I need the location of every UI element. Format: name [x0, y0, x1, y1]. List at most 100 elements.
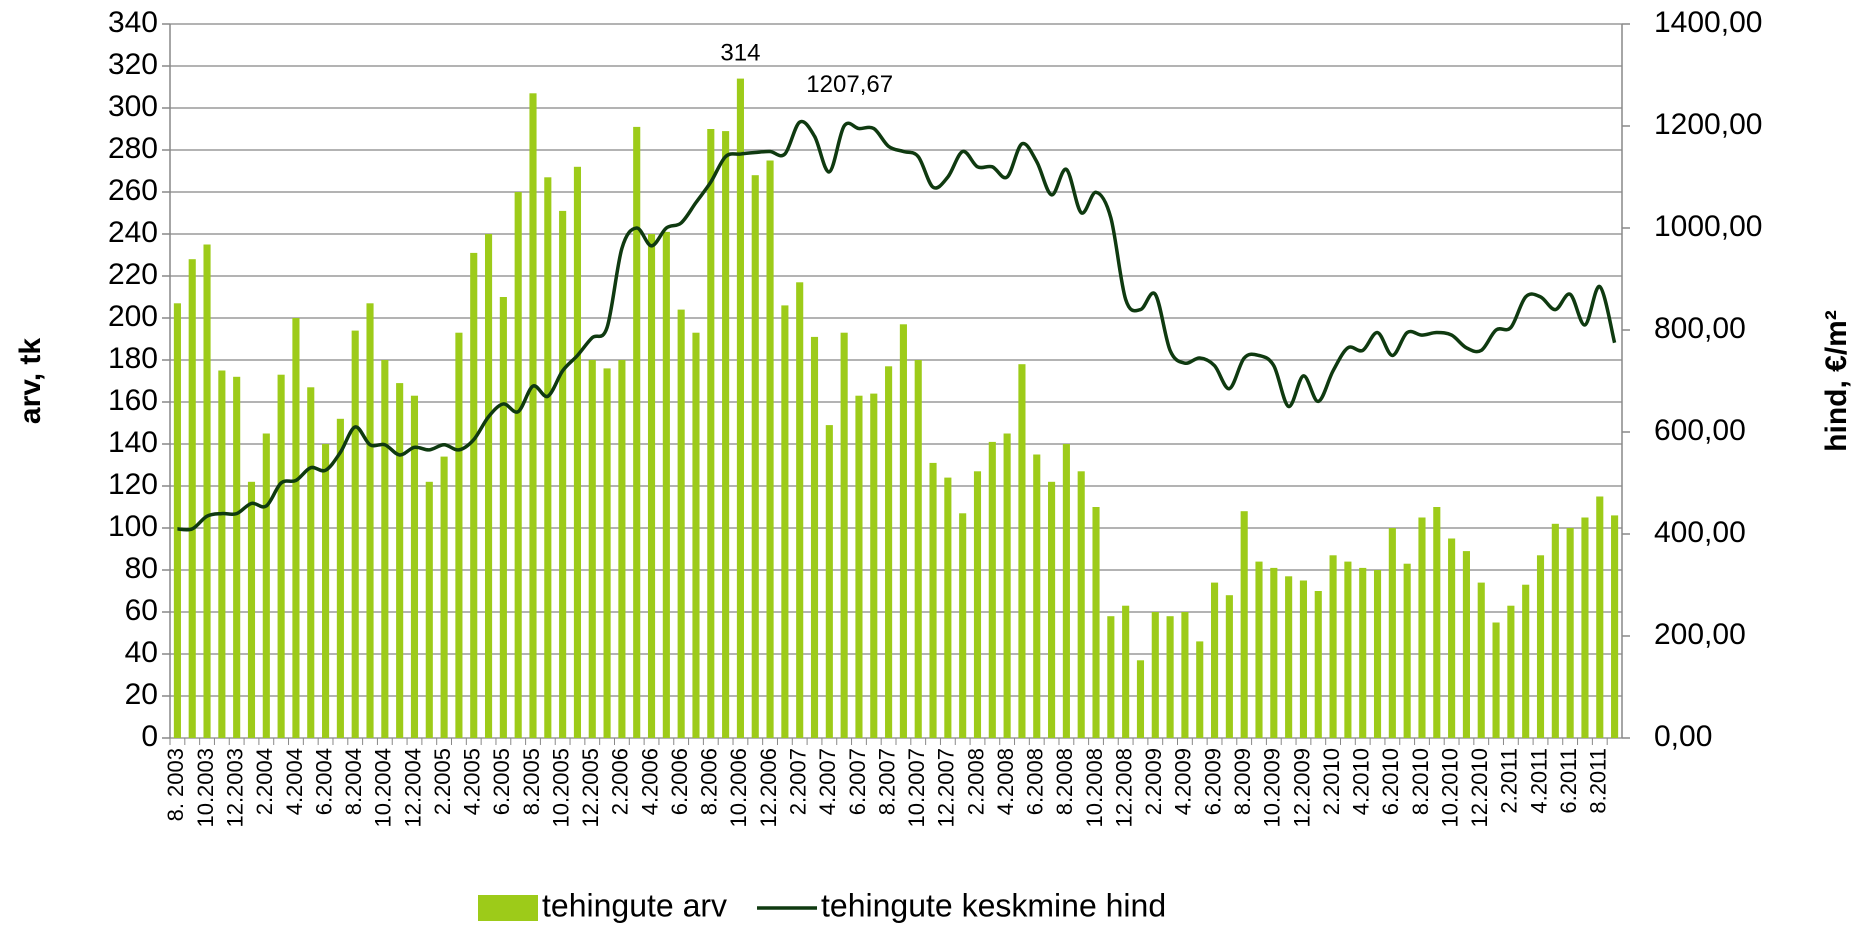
bar	[292, 318, 300, 738]
bar	[1373, 570, 1382, 738]
bar	[1522, 584, 1530, 738]
bar	[381, 360, 389, 738]
y-tick-label: 280	[108, 132, 158, 165]
bar	[351, 330, 359, 738]
bar	[944, 477, 952, 738]
bar	[1536, 555, 1545, 738]
bar	[1136, 660, 1145, 738]
bar	[633, 126, 641, 738]
bar	[262, 433, 270, 738]
y-tick-label: 120	[108, 468, 158, 501]
bar	[188, 259, 196, 738]
bar	[662, 231, 670, 738]
bar	[1596, 496, 1604, 738]
x-tick-label: 4.2009	[1171, 748, 1196, 815]
x-tick-label: 2.2005	[430, 748, 455, 815]
bar	[722, 131, 730, 739]
bar	[1077, 471, 1085, 738]
y2-tick-label: 400,00	[1654, 516, 1746, 549]
bar	[218, 370, 226, 738]
bar	[1314, 591, 1322, 738]
x-tick-label: 6.2011	[1556, 748, 1581, 814]
bar	[233, 376, 241, 738]
bar	[1018, 364, 1026, 738]
x-tick-label: 12.2005	[578, 748, 603, 828]
y2-tick-label: 800,00	[1654, 312, 1746, 345]
bar	[1329, 555, 1337, 738]
x-tick-label: 4.2007	[815, 748, 840, 815]
y2-tick-label: 1000,00	[1654, 210, 1762, 243]
x-tick-label: 4.2010	[1349, 748, 1374, 815]
bar	[307, 387, 315, 738]
x-tick-label: 4.2011	[1526, 748, 1551, 814]
bar	[1062, 444, 1070, 738]
line	[177, 119, 1617, 532]
legend-label: tehingute keskmine hind	[821, 887, 1166, 923]
bar	[1418, 517, 1426, 738]
bar	[647, 234, 656, 738]
bar	[484, 234, 493, 738]
y-tick-label: 300	[108, 90, 158, 123]
bar	[1359, 567, 1367, 738]
bar	[618, 360, 626, 738]
bar	[1611, 515, 1619, 738]
x-tick-label: 2.2011	[1497, 748, 1522, 814]
x-tick-label: 2.2010	[1319, 748, 1344, 815]
y-tick-label: 40	[125, 636, 158, 669]
x-tick-label: 8.2005	[519, 748, 544, 815]
x-tick-label: 8.2011	[1586, 748, 1611, 814]
y-tick-label: 140	[108, 426, 158, 459]
bar	[499, 297, 507, 738]
bar	[1566, 528, 1574, 738]
bar	[603, 368, 611, 738]
x-tick-label: 8.2007	[874, 748, 899, 815]
bar	[440, 456, 448, 738]
bar	[959, 513, 967, 738]
bar	[751, 175, 759, 738]
bar	[336, 418, 344, 738]
bar	[1225, 595, 1233, 738]
y-tick-label: 100	[108, 510, 158, 543]
bar	[1285, 576, 1293, 738]
bar	[885, 366, 893, 738]
data-label: 1207,67	[806, 71, 893, 98]
bar	[988, 441, 996, 738]
y-tick-label: 20	[125, 678, 158, 711]
bar	[1581, 517, 1589, 738]
y-tick-label: 260	[108, 174, 158, 207]
bar	[677, 309, 685, 738]
x-tick-label: 2.2007	[786, 748, 811, 815]
x-tick-label: 6.2005	[489, 748, 514, 815]
legend-swatch	[478, 895, 538, 921]
x-tick-label: 4.2005	[460, 748, 485, 815]
y-tick-label: 220	[108, 258, 158, 291]
bar	[396, 383, 404, 738]
bar	[1388, 528, 1396, 738]
y-tick-label: 80	[125, 552, 158, 585]
x-tick-label: 8.2006	[697, 748, 722, 815]
bar	[410, 395, 419, 738]
x-tick-label: 10.2004	[371, 748, 396, 828]
bar	[1433, 507, 1441, 738]
x-tick-label: 12.2010	[1467, 748, 1492, 828]
bar	[707, 129, 715, 738]
y-tick-label: 340	[108, 6, 158, 39]
bar	[810, 336, 819, 738]
x-tick-label: 2.2004	[252, 748, 277, 815]
y2-tick-label: 200,00	[1654, 618, 1746, 651]
x-tick-label: 8. 2003	[163, 748, 188, 821]
y-tick-label: 200	[108, 300, 158, 333]
bar	[1403, 563, 1411, 738]
bar	[736, 78, 744, 739]
y-tick-label: 240	[108, 216, 158, 249]
x-tick-label: 6.2006	[667, 748, 692, 815]
bar	[1551, 523, 1559, 738]
bar	[1092, 507, 1100, 738]
bar	[1240, 511, 1248, 738]
bar	[1048, 481, 1056, 738]
bar	[470, 252, 478, 738]
bar	[1477, 582, 1485, 738]
bar	[588, 360, 596, 738]
y2-tick-label: 0,00	[1654, 720, 1712, 753]
